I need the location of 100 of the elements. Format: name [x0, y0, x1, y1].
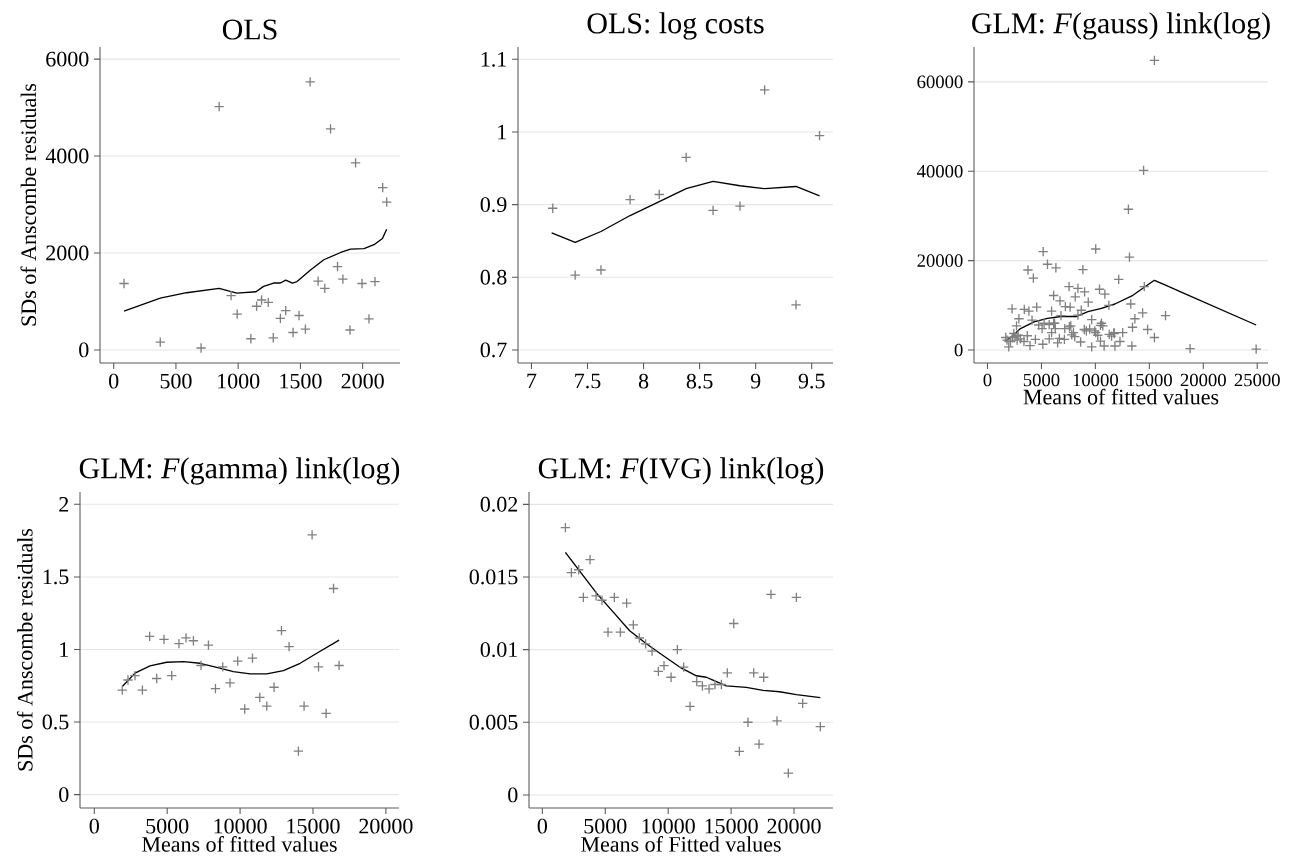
y-tick-label: 0.7: [480, 342, 507, 358]
point: [217, 661, 229, 673]
point: [166, 670, 178, 681]
x-tick-label: 8.5: [686, 373, 713, 389]
point: [137, 684, 148, 696]
point: [377, 182, 389, 193]
point: [350, 157, 361, 169]
point: [369, 276, 381, 287]
point: [300, 323, 311, 335]
chart-title: GLM: F(gauss) link(log): [972, 12, 1270, 40]
x-tick-label: 0: [109, 373, 119, 389]
chart-title: GLM: F(IVG) link(log): [538, 457, 824, 485]
point: [621, 597, 632, 609]
point: [154, 336, 166, 348]
point: [254, 692, 266, 703]
point: [742, 716, 754, 728]
y-tick-label: 0.9: [480, 197, 507, 213]
y-tick-label: 2000: [46, 245, 89, 261]
x-tick-label: 1000: [218, 373, 260, 389]
x-tick-label: 15000: [287, 818, 340, 834]
line-series: [564, 551, 821, 699]
point: [118, 278, 130, 289]
x-axis-title: Means of Fitted values: [581, 836, 781, 852]
point: [173, 638, 185, 650]
point: [707, 205, 719, 216]
chart-title: OLS: [222, 19, 277, 40]
point: [608, 591, 620, 603]
x-tick-label: 9.5: [798, 373, 825, 389]
x-tick-label: 15000: [1127, 373, 1172, 387]
point: [247, 652, 258, 664]
x-tick-label: 10000: [214, 818, 267, 834]
point: [313, 661, 324, 673]
point: [225, 290, 237, 301]
point: [344, 324, 356, 336]
point: [332, 261, 343, 272]
y-tick-label: 0.8: [480, 269, 507, 285]
point: [306, 529, 318, 541]
point: [224, 677, 236, 689]
y-tick-label: 0.005: [469, 714, 518, 730]
x-tick-label: 20000: [767, 818, 821, 834]
point: [333, 660, 345, 671]
point: [356, 278, 368, 289]
point: [680, 152, 692, 163]
y-tick-label: 2: [59, 497, 69, 512]
point: [151, 673, 163, 684]
point: [251, 300, 262, 312]
y-tick-label: 0: [59, 787, 69, 803]
point: [734, 746, 745, 757]
point: [759, 84, 770, 96]
point: [684, 700, 696, 712]
y-tick-label: 6000: [46, 51, 89, 67]
y-tick-label: 0.01: [480, 642, 517, 658]
point: [814, 130, 825, 141]
point: [665, 671, 677, 683]
x-tick-label: 7: [527, 373, 537, 389]
point: [195, 342, 207, 354]
point: [615, 626, 626, 638]
point: [337, 273, 349, 285]
point: [783, 767, 794, 779]
point: [584, 554, 596, 565]
point: [298, 700, 310, 712]
point: [287, 327, 299, 338]
point: [758, 671, 770, 683]
point: [814, 721, 826, 732]
x-tick-label: 5000: [584, 818, 627, 834]
point: [276, 625, 287, 636]
point: [116, 684, 128, 696]
line-series: [123, 228, 388, 312]
chart-title: GLM: F(gamma) link(log): [79, 457, 400, 485]
point: [791, 591, 802, 603]
x-tick-label: 7.5: [575, 373, 601, 389]
y-tick-label: 1.1: [481, 51, 506, 67]
point: [790, 299, 802, 311]
x-tick-label: 0: [983, 373, 992, 387]
point: [231, 308, 243, 320]
point: [293, 310, 305, 321]
point: [547, 202, 559, 214]
y-tick-label: 40000: [916, 164, 963, 178]
point: [595, 264, 607, 276]
point: [753, 738, 765, 750]
point: [328, 583, 339, 594]
point: [261, 700, 273, 712]
x-tick-label: 15000: [705, 818, 758, 834]
point: [748, 667, 760, 679]
point: [158, 633, 170, 645]
y-tick-label: 4000: [45, 148, 89, 164]
point: [678, 661, 689, 673]
point: [122, 674, 134, 686]
point: [653, 189, 665, 200]
y-tick-label: 0: [954, 343, 963, 357]
point: [627, 619, 639, 631]
point: [203, 639, 214, 651]
y-tick-label: 0.02: [480, 496, 518, 512]
x-tick-label: 20000: [359, 818, 413, 834]
y-tick-label: 0: [508, 787, 518, 803]
point: [304, 76, 316, 88]
point: [381, 196, 393, 208]
point: [129, 670, 141, 681]
x-tick-label: 500: [160, 373, 192, 389]
point: [560, 522, 571, 533]
